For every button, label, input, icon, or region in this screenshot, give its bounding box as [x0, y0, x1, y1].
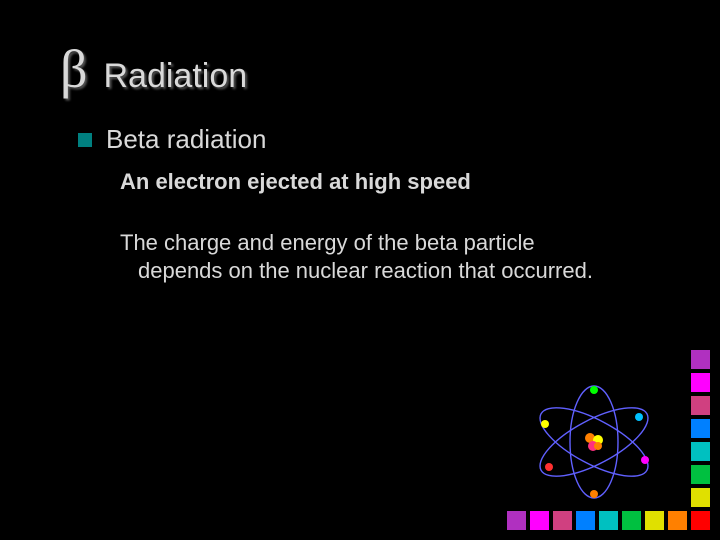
- color-square: [645, 511, 664, 530]
- color-square: [553, 511, 572, 530]
- color-square: [691, 419, 710, 438]
- bullet-label: Beta radiation: [106, 124, 266, 155]
- bottom-color-squares: [507, 511, 710, 530]
- sub-bold-text: An electron ejected at high speed: [120, 169, 660, 195]
- color-square: [691, 511, 710, 530]
- right-color-squares: [691, 350, 710, 507]
- bullet-row: Beta radiation: [78, 124, 660, 155]
- color-square: [530, 511, 549, 530]
- slide-content: β Radiation Beta radiation An electron e…: [0, 0, 720, 284]
- color-square: [691, 396, 710, 415]
- atom-graphic: [527, 382, 662, 502]
- bullet-square-icon: [78, 133, 92, 147]
- color-square: [691, 373, 710, 392]
- sub-body-text: The charge and energy of the beta partic…: [120, 229, 620, 284]
- color-square: [622, 511, 641, 530]
- color-square: [668, 511, 687, 530]
- color-square: [691, 488, 710, 507]
- color-square: [576, 511, 595, 530]
- color-square: [599, 511, 618, 530]
- color-square: [691, 442, 710, 461]
- slide-title: Radiation: [103, 57, 247, 96]
- color-square: [507, 511, 526, 530]
- color-square: [691, 350, 710, 369]
- beta-symbol: β: [60, 38, 87, 100]
- color-square: [691, 465, 710, 484]
- title-row: β Radiation: [60, 38, 660, 100]
